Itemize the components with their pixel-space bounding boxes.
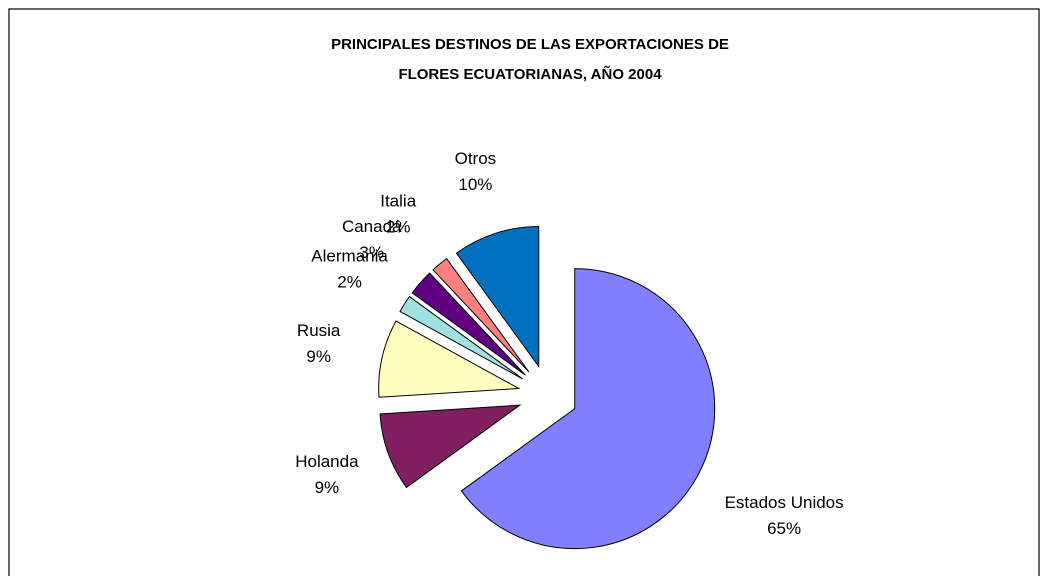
pie-slice bbox=[378, 320, 521, 398]
slice-label: Italia bbox=[380, 191, 416, 210]
slice-label: Rusia bbox=[297, 321, 341, 340]
pie-slice bbox=[411, 272, 526, 376]
slice-value-label: 2% bbox=[386, 217, 411, 236]
pie-slice bbox=[399, 295, 523, 380]
chart-title: FLORES ECUATORIANAS, AÑO 2004 bbox=[398, 65, 662, 83]
pie-slice bbox=[432, 257, 530, 373]
pie-slice bbox=[455, 225, 540, 369]
slice-label: Canadá bbox=[342, 217, 402, 236]
slice-value-label: 3% bbox=[359, 243, 384, 262]
slice-label: Otros bbox=[455, 149, 497, 168]
pie-slice bbox=[460, 268, 716, 550]
slice-label: Alermania bbox=[311, 247, 388, 266]
slice-value-label: 10% bbox=[458, 175, 492, 194]
chart-title: PRINCIPALES DESTINOS DE LAS EXPORTACIONE… bbox=[331, 36, 729, 53]
slice-label: Holanda bbox=[295, 452, 359, 471]
slice-label: Estados Unidos bbox=[725, 493, 844, 512]
slice-value-label: 2% bbox=[337, 273, 362, 292]
pie-slice bbox=[379, 404, 522, 489]
slice-value-label: 65% bbox=[767, 519, 801, 538]
slice-value-label: 9% bbox=[306, 347, 331, 366]
slice-value-label: 9% bbox=[315, 478, 340, 497]
